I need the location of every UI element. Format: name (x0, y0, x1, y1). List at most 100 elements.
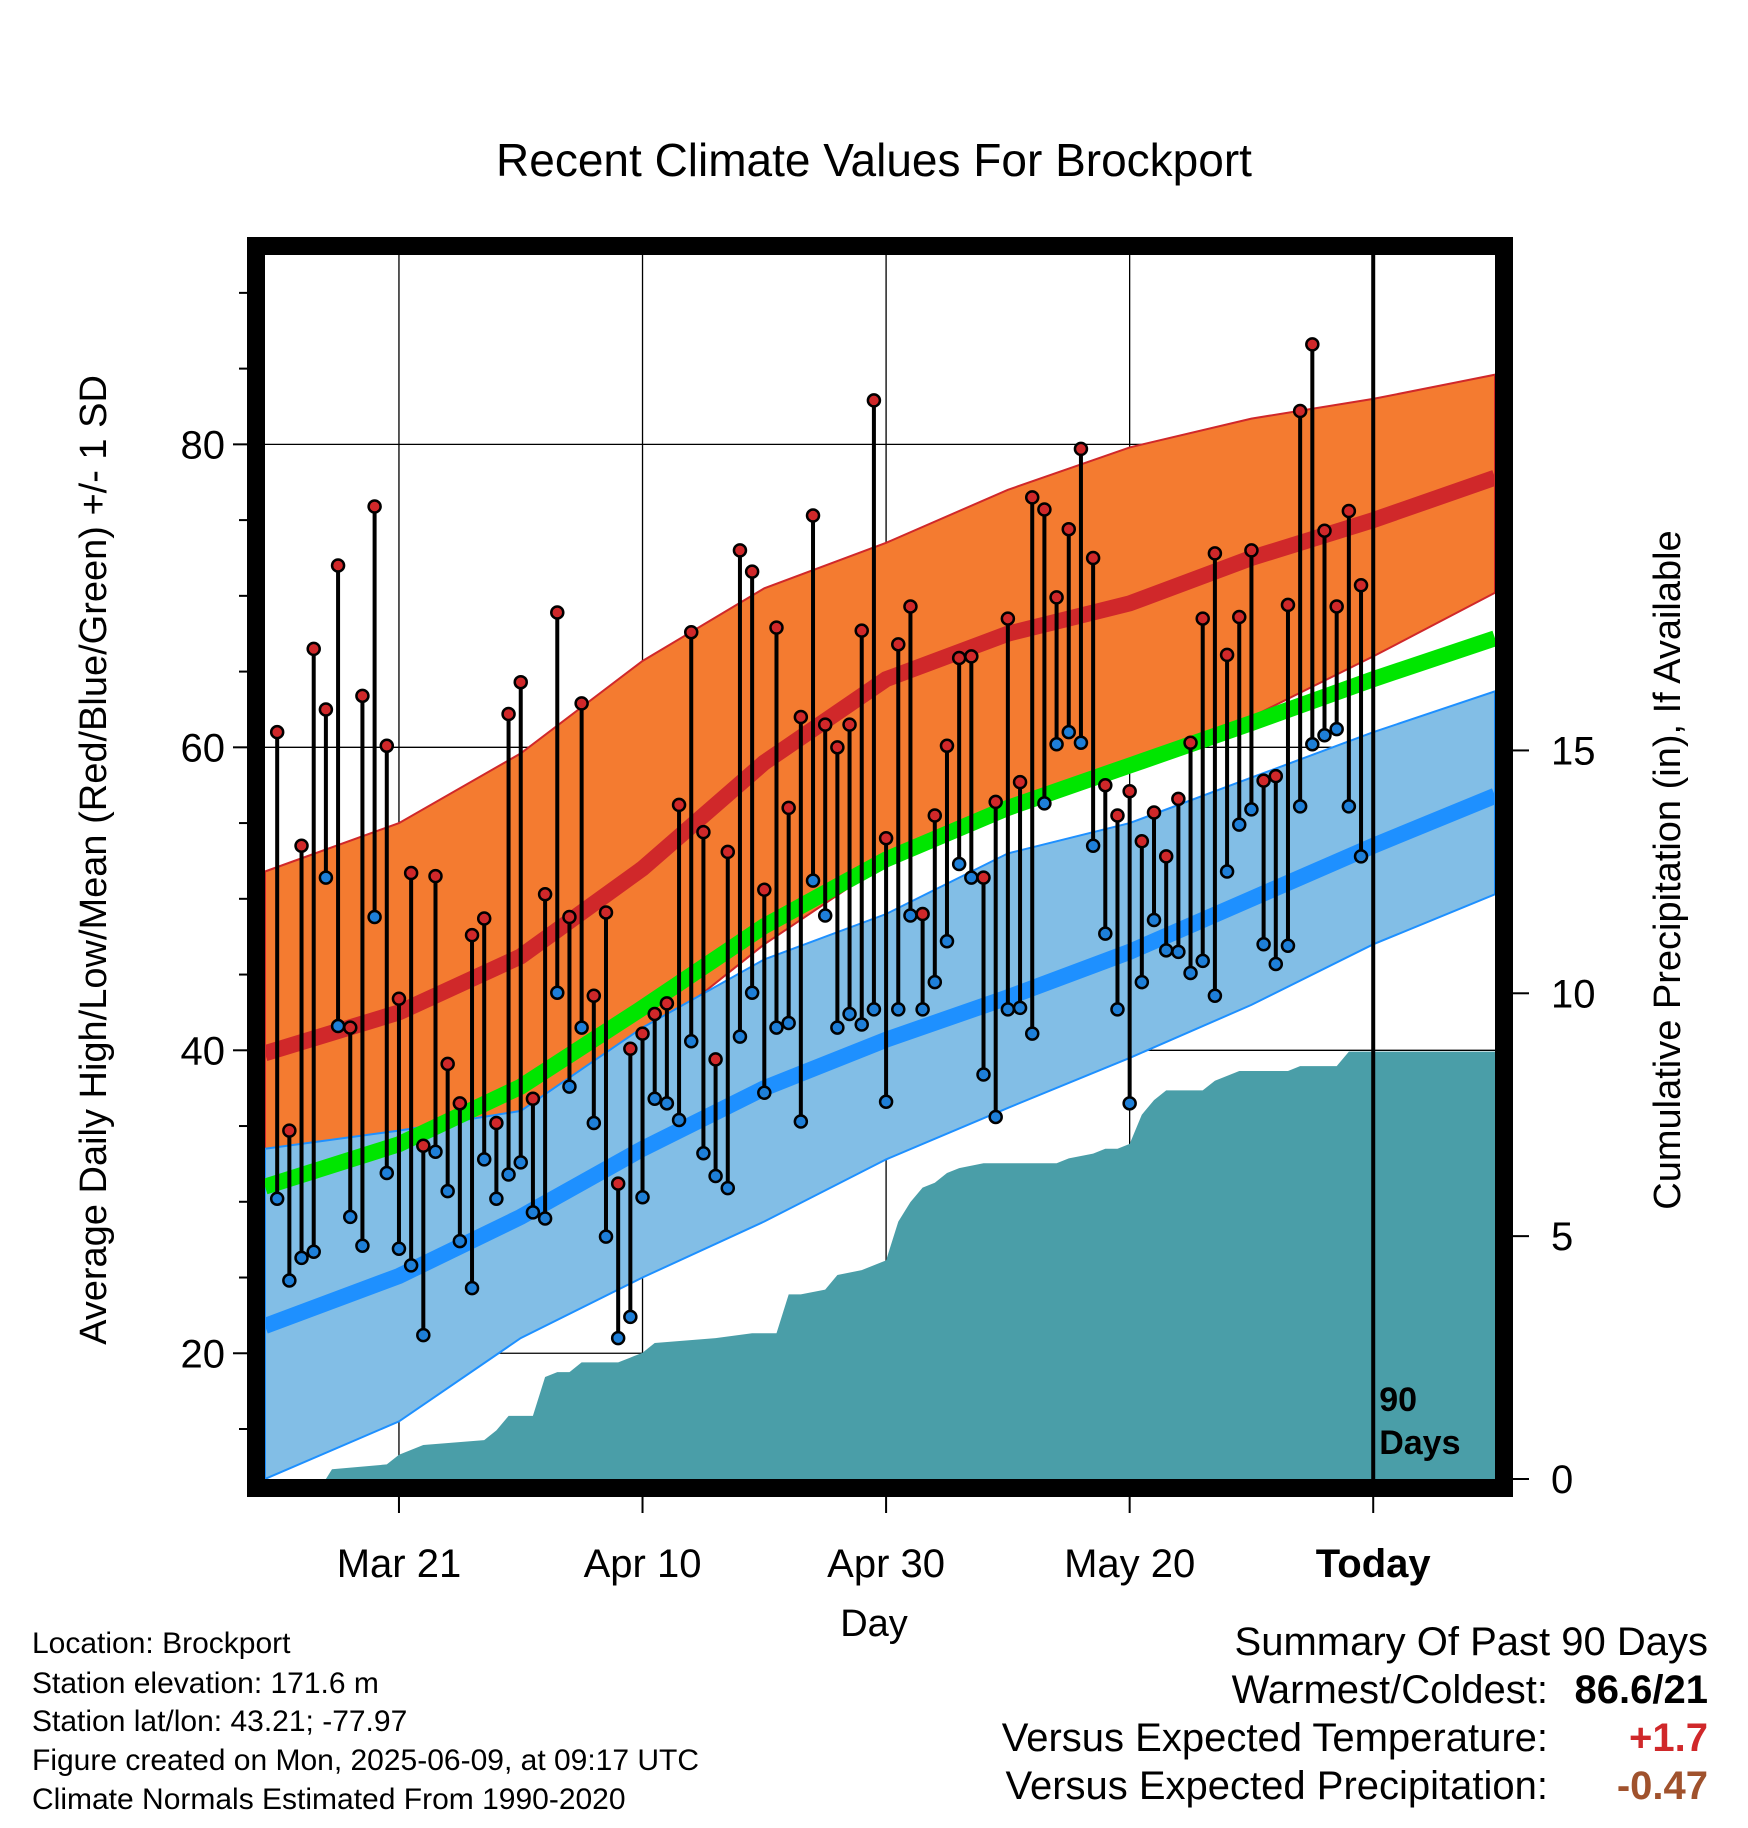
daily-low-point (842, 1006, 857, 1022)
daily-low-point (1024, 1026, 1040, 1041)
daily-low-point (330, 1018, 346, 1034)
daily-high-point (635, 1026, 650, 1041)
daily-low-point (939, 933, 955, 949)
daily-low-point (1122, 1096, 1137, 1111)
daily-low-point (1219, 864, 1235, 879)
daily-low-point (586, 1115, 602, 1131)
footer-latlon: Station lat/lon: 43.21; -77.97 (32, 1705, 408, 1738)
daily-low-point (854, 1017, 869, 1032)
daily-low-point (1244, 802, 1259, 817)
y-tick-label: 60 (181, 726, 226, 770)
daily-high-point (562, 909, 577, 925)
daily-low-point (537, 1211, 553, 1226)
y2-tick-label: 0 (1551, 1458, 1573, 1502)
daily-low-point (562, 1079, 577, 1094)
daily-high-point (1171, 791, 1186, 807)
chart-title: Recent Climate Values For Brockport (496, 134, 1252, 186)
daily-high-point (757, 882, 772, 897)
daily-low-point (513, 1155, 528, 1170)
daily-low-point (610, 1330, 626, 1346)
daily-high-point (708, 1052, 723, 1067)
daily-high-point (391, 991, 407, 1007)
daily-high-point (610, 1176, 626, 1191)
daily-low-point (623, 1309, 638, 1325)
daily-low-point (1146, 912, 1162, 928)
x-tick-label: Apr 10 (584, 1542, 702, 1586)
daily-low-point (1195, 953, 1210, 969)
daily-low-point (757, 1085, 772, 1100)
daily-high-point (927, 808, 943, 823)
daily-high-point (1158, 849, 1174, 864)
daily-points (269, 337, 1369, 1346)
daily-high-point (1037, 502, 1052, 517)
daily-high-point (696, 824, 711, 840)
daily-high-point (367, 499, 382, 514)
daily-high-point (915, 906, 930, 922)
daily-low-point (1183, 965, 1198, 981)
daily-low-point (878, 1094, 894, 1110)
daily-low-point (744, 985, 760, 1000)
daily-low-point (1158, 943, 1174, 958)
y2-tick-label: 5 (1551, 1215, 1573, 1259)
daily-low-point (659, 1096, 675, 1111)
daily-low-point (732, 1029, 748, 1044)
daily-high-point (744, 564, 760, 579)
daily-low-point (1012, 1000, 1028, 1016)
precip-label: Versus Expected Precipitation: (1005, 1764, 1548, 1808)
daily-low-point (476, 1152, 492, 1167)
daily-high-point (793, 709, 809, 725)
warmest-coldest-value: 86.6/21 (1574, 1668, 1708, 1712)
y2-axis: 0 5 10 15 (1513, 729, 1596, 1502)
footer-created: Figure created on Mon, 2025-06-09, at 09… (32, 1744, 700, 1777)
daily-low-point (464, 1280, 480, 1296)
summary-warmest-coldest: Warmest/Coldest: 86.6/21 (1232, 1668, 1708, 1713)
daily-high-point (939, 738, 955, 754)
daily-low-point (720, 1180, 736, 1196)
daily-low-point (440, 1183, 455, 1199)
daily-low-point (1353, 849, 1369, 864)
daily-high-point (988, 794, 1003, 810)
daily-high-point (1244, 543, 1259, 558)
daily-low-point (416, 1327, 431, 1343)
daily-low-point (951, 856, 967, 872)
daily-high-point (452, 1096, 468, 1111)
daily-high-point (1219, 647, 1235, 663)
daily-low-point (1073, 735, 1089, 751)
daily-low-point (976, 1067, 991, 1082)
daily-low-point (1171, 944, 1186, 960)
daily-low-point (1049, 737, 1064, 752)
daily-high-point (1280, 597, 1296, 613)
daily-high-point (489, 1115, 504, 1131)
daily-high-point (416, 1138, 431, 1153)
daily-low-point (635, 1189, 650, 1205)
daily-high-point (318, 702, 334, 717)
daily-low-point (1268, 956, 1284, 972)
daily-high-point (525, 1091, 541, 1107)
summary-temp: Versus Expected Temperature: +1.7 (1002, 1716, 1708, 1761)
daily-low-point (1329, 721, 1344, 737)
daily-high-point (769, 620, 784, 635)
daily-low-point (769, 1020, 784, 1035)
daily-high-point (830, 740, 845, 755)
x-axis-label: Day (840, 1603, 908, 1645)
daily-high-point (732, 543, 748, 558)
y-tick-label: 20 (181, 1332, 226, 1376)
daily-high-point (1353, 577, 1369, 593)
daily-high-point (403, 865, 419, 881)
today-label-line1: 90 (1379, 1381, 1417, 1419)
daily-high-point (1098, 777, 1113, 793)
today-label-line2: Days (1379, 1424, 1460, 1462)
footer-elevation: Station elevation: 171.6 m (32, 1667, 379, 1700)
daily-high-point (623, 1041, 638, 1057)
daily-low-point (793, 1114, 809, 1129)
daily-high-point (659, 996, 675, 1011)
daily-low-point (1207, 988, 1223, 1004)
daily-low-point (1292, 799, 1308, 814)
daily-high-point (781, 800, 796, 816)
daily-low-point (1110, 1002, 1125, 1017)
daily-high-point (1073, 441, 1089, 457)
daily-high-point (805, 508, 821, 523)
daily-low-point (574, 1020, 589, 1035)
daily-low-point (306, 1244, 321, 1260)
daily-high-point (903, 599, 918, 614)
